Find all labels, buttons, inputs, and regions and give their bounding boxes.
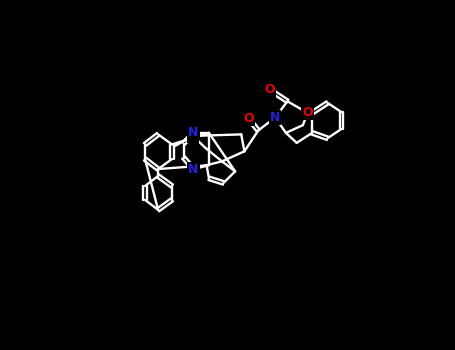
Text: N: N (188, 162, 199, 176)
Text: N: N (187, 130, 198, 142)
Text: O: O (244, 112, 254, 126)
Text: N: N (188, 126, 199, 139)
Text: O: O (264, 83, 275, 96)
Text: O: O (302, 106, 313, 119)
Text: N: N (270, 111, 280, 124)
